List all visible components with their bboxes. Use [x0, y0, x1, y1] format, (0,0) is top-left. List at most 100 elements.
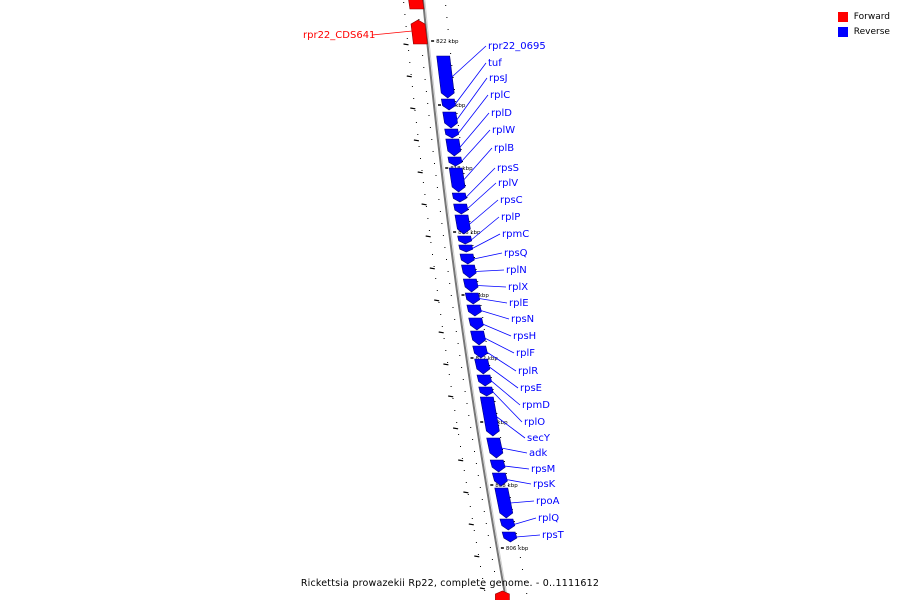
- ruler-dot: [496, 583, 498, 584]
- ruler-dot: [405, 26, 407, 27]
- ruler-dot: [462, 161, 463, 162]
- gene-label: rplB: [494, 143, 514, 154]
- ruler-dot: [457, 125, 459, 126]
- gene-label: rpsT: [542, 530, 565, 541]
- gene-label: rpsJ: [489, 73, 508, 84]
- ruler-dot: [435, 175, 437, 176]
- ruler-dot: [446, 259, 447, 260]
- ruler-dot: [455, 101, 457, 102]
- reverse-gene-block: [440, 98, 456, 111]
- ruler-major-tick: [448, 395, 454, 398]
- gene-label: rpsK: [533, 479, 556, 490]
- ruler-dot: [460, 149, 462, 150]
- ruler-dot: [459, 137, 461, 138]
- ruler-dot: [424, 79, 426, 80]
- ruler-dot: [433, 266, 435, 267]
- ruler-dot: [509, 497, 511, 498]
- label-leader: [478, 298, 508, 304]
- ruler-dot: [475, 542, 477, 543]
- ruler-dot: [445, 5, 447, 6]
- ruler-dot: [480, 566, 481, 567]
- genome-backbone: [422, 0, 509, 600]
- ruler-dot: [459, 355, 461, 356]
- ruler-dot: [482, 578, 484, 579]
- reverse-gene-block: [501, 531, 518, 543]
- ruler-dot: [418, 19, 420, 20]
- label-leader: [515, 534, 541, 538]
- legend-forward-label: Forward: [853, 11, 890, 22]
- ruler-dot: [464, 391, 466, 392]
- gene-label: rpmC: [502, 229, 529, 240]
- ruler-dot: [489, 365, 491, 366]
- reverse-gene-block: [494, 487, 514, 519]
- reverse-gene-block: [442, 111, 458, 129]
- forward-swatch: [837, 11, 848, 22]
- label-leader: [490, 380, 521, 406]
- ruler-dot: [432, 151, 434, 152]
- gene-label: rplN: [506, 265, 527, 276]
- ruler-dot: [487, 535, 489, 536]
- ruler-dot: [461, 458, 463, 459]
- gene-label: rplR: [518, 366, 538, 377]
- gene-label: rpoA: [536, 496, 560, 507]
- ruler-dot: [466, 403, 468, 404]
- gene-label: rplE: [509, 298, 529, 309]
- reverse-gene-block: [461, 264, 477, 279]
- ruler-dot: [420, 158, 421, 159]
- ruler-dot: [413, 98, 415, 99]
- label-leader: [486, 351, 517, 372]
- ruler-major-tick: [443, 363, 449, 366]
- ruler-dot: [438, 302, 440, 303]
- label-leader: [459, 112, 490, 148]
- ruler-dot: [428, 115, 430, 116]
- ruler-dot: [496, 413, 498, 414]
- label-leader: [504, 465, 530, 470]
- gene-features: [408, 0, 518, 600]
- ruler-dot: [526, 593, 528, 594]
- gene-label: rplO: [524, 417, 545, 428]
- reverse-gene-block: [491, 472, 508, 487]
- ruler-dot: [524, 581, 526, 582]
- ruler-dot: [460, 446, 461, 447]
- ruler-major-tick: [429, 267, 435, 270]
- gene-label: rpr22_0695: [488, 41, 546, 52]
- gene-label: rpsS: [497, 163, 519, 174]
- ruler-dot: [483, 511, 485, 512]
- gene-label: rpsN: [511, 314, 534, 325]
- ruler-dot: [505, 473, 507, 474]
- legend-reverse-label: Reverse: [853, 26, 890, 37]
- ruler-dot: [463, 470, 465, 471]
- ruler-dot: [454, 319, 456, 320]
- ruler-dot: [434, 163, 435, 164]
- ruler-dot: [477, 281, 479, 282]
- ruler-dot: [485, 341, 487, 342]
- tick-label: 822 kbp: [436, 39, 459, 45]
- reverse-gene-block: [462, 278, 479, 293]
- forward-gene-block: [495, 590, 510, 600]
- ruler-dot: [475, 463, 477, 464]
- tick-label: 806 kbp: [506, 546, 529, 552]
- ruler-dot: [462, 379, 464, 380]
- label-leader: [468, 199, 499, 225]
- ruler-dot: [494, 571, 495, 572]
- reverse-gene-block: [466, 304, 482, 317]
- ruler-dot: [500, 437, 502, 438]
- ruler-dot: [517, 545, 519, 546]
- ruler-dot: [470, 427, 472, 428]
- ruler-major-tick: [463, 491, 469, 494]
- reverse-gene-block: [478, 386, 494, 397]
- ruler-dot: [454, 410, 456, 411]
- ruler-dot: [409, 62, 411, 63]
- label-leader: [482, 323, 512, 337]
- label-leader: [473, 252, 503, 260]
- ruler-dot: [418, 146, 420, 147]
- ruler-dot: [444, 247, 446, 248]
- reverse-gene-block: [458, 244, 474, 253]
- ruler-dot: [422, 55, 424, 56]
- gene-label: rpsC: [500, 195, 523, 206]
- ruler-major-tick: [479, 587, 485, 590]
- label-leader: [456, 77, 488, 121]
- ruler-major-tick: [410, 107, 416, 110]
- ruler-dot: [404, 14, 406, 15]
- ruler-dot: [477, 475, 479, 476]
